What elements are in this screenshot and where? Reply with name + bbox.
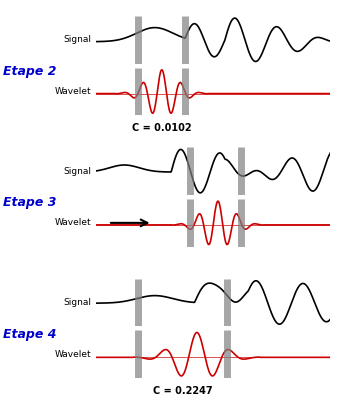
Text: Etape 4: Etape 4 (3, 328, 57, 341)
Text: Etape 3: Etape 3 (3, 197, 57, 209)
Text: C = 0.2247: C = 0.2247 (153, 386, 213, 396)
Text: Signal: Signal (64, 35, 92, 44)
Text: Signal: Signal (64, 298, 92, 307)
Text: Etape 2: Etape 2 (3, 65, 57, 78)
Text: C = 0.0102: C = 0.0102 (132, 123, 192, 133)
Text: Wavelet: Wavelet (55, 219, 92, 227)
Text: Wavelet: Wavelet (55, 350, 92, 359)
Text: Wavelet: Wavelet (55, 87, 92, 96)
Text: Signal: Signal (64, 167, 92, 176)
